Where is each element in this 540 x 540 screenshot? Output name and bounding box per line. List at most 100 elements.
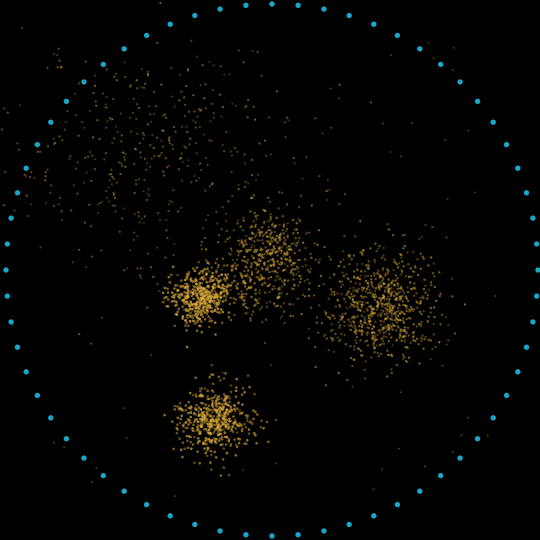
cluster-point xyxy=(195,310,199,313)
cluster-point xyxy=(171,265,175,269)
cluster-point xyxy=(205,422,209,425)
cluster-point xyxy=(283,281,286,285)
cluster-point xyxy=(275,216,278,220)
cluster-point xyxy=(250,285,253,288)
cluster-point xyxy=(433,315,436,319)
cluster-right-large xyxy=(300,202,467,387)
cluster-point xyxy=(384,274,387,277)
cluster-point xyxy=(364,279,368,283)
cluster-point xyxy=(216,298,220,301)
cluster-point xyxy=(253,248,257,251)
ring-dot xyxy=(503,141,510,148)
cluster-point xyxy=(195,329,199,333)
cluster-point xyxy=(238,250,242,253)
cluster-point xyxy=(297,206,301,209)
cluster-point xyxy=(326,315,330,319)
cluster-point xyxy=(271,222,275,225)
cluster-point xyxy=(264,139,267,142)
cluster-point xyxy=(356,276,360,279)
cluster-point xyxy=(286,251,289,255)
cluster-point xyxy=(306,278,309,281)
cluster-point xyxy=(393,312,396,315)
cluster-point xyxy=(284,136,287,139)
ring-dot xyxy=(438,472,444,479)
cluster-point xyxy=(221,300,225,304)
stray-point xyxy=(307,327,310,330)
cluster-point xyxy=(292,157,295,160)
cluster-point xyxy=(370,305,373,308)
cluster-point xyxy=(189,410,193,414)
cluster-point xyxy=(244,305,247,309)
cluster-point xyxy=(220,308,223,311)
cluster-point xyxy=(368,305,371,308)
cluster-point xyxy=(269,243,272,246)
cluster-point xyxy=(409,267,412,270)
cluster-point xyxy=(307,337,310,340)
ring-dot xyxy=(63,436,70,442)
cluster-point xyxy=(292,274,295,277)
cluster-point xyxy=(200,320,203,323)
cluster-point xyxy=(220,296,223,299)
cluster-point xyxy=(317,284,321,288)
cluster-point xyxy=(268,235,271,238)
stray-point xyxy=(251,50,254,53)
cluster-point xyxy=(273,287,276,290)
cluster-point xyxy=(373,351,376,354)
cluster-point xyxy=(429,339,433,342)
cluster-point xyxy=(294,261,297,265)
cluster-point xyxy=(225,276,229,280)
cluster-point xyxy=(372,308,375,311)
cluster-point xyxy=(400,296,403,299)
cluster-point xyxy=(308,270,311,274)
cluster-point xyxy=(4,170,7,173)
cluster-point xyxy=(207,431,210,435)
cluster-point xyxy=(307,288,311,291)
cluster-point xyxy=(281,215,285,218)
cluster-point xyxy=(207,428,211,431)
cluster-point xyxy=(330,126,333,129)
cluster-point xyxy=(254,288,257,291)
cluster-point xyxy=(256,301,259,305)
cluster-point xyxy=(222,422,226,426)
cluster-point xyxy=(419,300,423,303)
cluster-point xyxy=(295,228,299,231)
cluster-point xyxy=(366,281,369,285)
cluster-point xyxy=(350,258,353,261)
cluster-point xyxy=(386,309,389,313)
cluster-point xyxy=(373,298,377,302)
ring-dot xyxy=(490,415,496,421)
cluster-point xyxy=(206,304,210,308)
cluster-point xyxy=(343,265,346,268)
cluster-point xyxy=(233,422,236,426)
cluster-point xyxy=(189,311,192,314)
cluster-point xyxy=(196,319,200,322)
cluster-point xyxy=(84,156,87,159)
cluster-point xyxy=(98,201,101,205)
cluster-point xyxy=(333,291,336,294)
cluster-point xyxy=(199,277,202,281)
cluster-point xyxy=(212,414,216,418)
cluster-point xyxy=(291,315,295,318)
cluster-point xyxy=(211,183,214,186)
cluster-point xyxy=(257,269,260,273)
cluster-point xyxy=(199,293,203,297)
cluster-point xyxy=(369,101,373,104)
cluster-point xyxy=(228,420,232,423)
cluster-point xyxy=(295,265,299,269)
cluster-point xyxy=(241,259,244,262)
cluster-point xyxy=(289,258,293,262)
cluster-point xyxy=(242,245,245,248)
cluster-point xyxy=(177,407,181,411)
cluster-point xyxy=(171,420,175,424)
cluster-point xyxy=(226,237,229,241)
cluster-point xyxy=(365,326,369,329)
cluster-point xyxy=(183,319,187,322)
cluster-point xyxy=(320,321,324,325)
cluster-point xyxy=(240,241,243,244)
cluster-point xyxy=(379,301,382,304)
cluster-point xyxy=(373,258,376,262)
cluster-point xyxy=(281,228,285,232)
cluster-point xyxy=(252,250,256,253)
cluster-point xyxy=(352,254,356,257)
